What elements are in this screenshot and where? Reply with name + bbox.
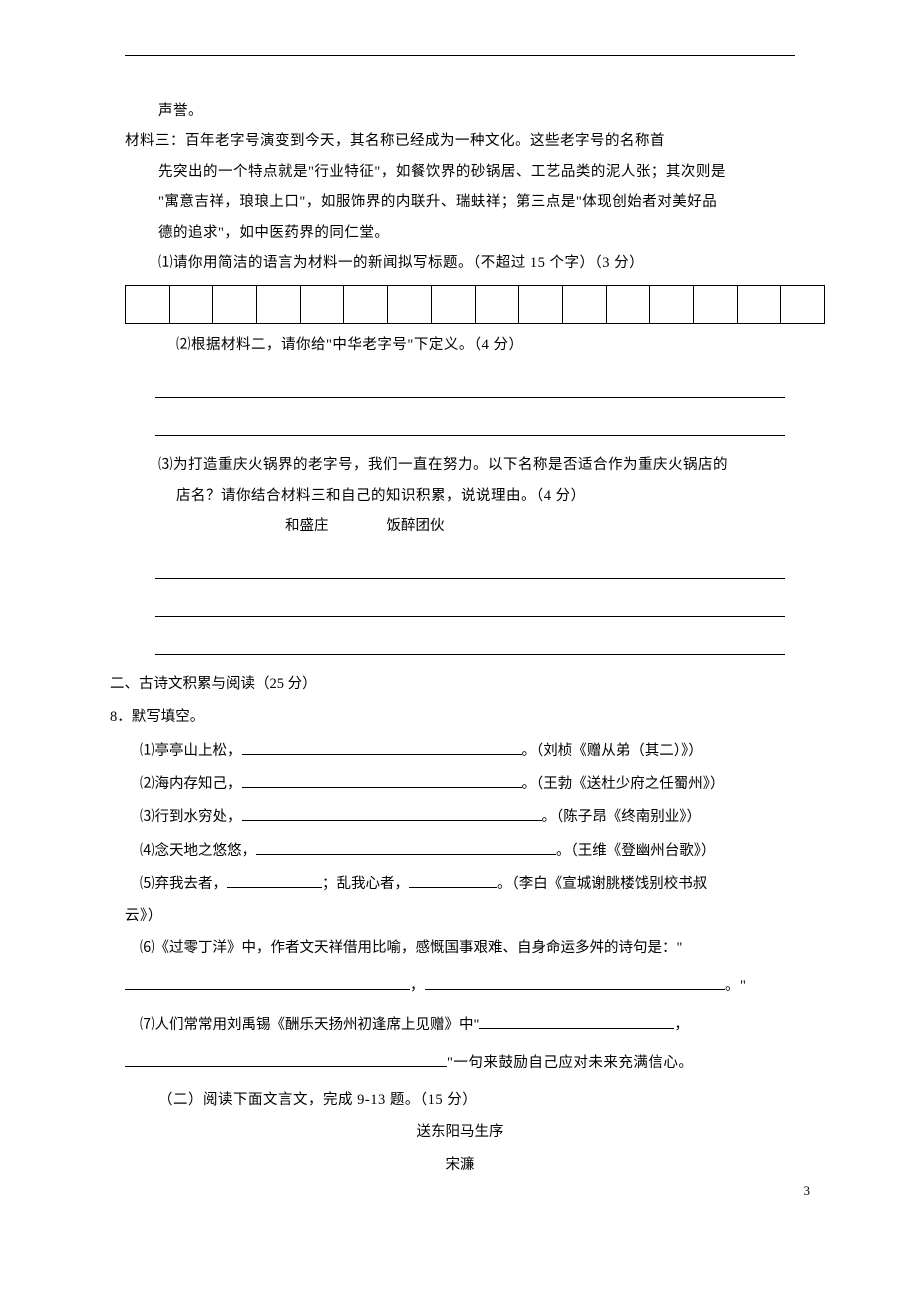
grid-cell[interactable] [781, 285, 825, 323]
poem-1: ⑴亭亭山上松， 。（刘桢《赠从弟（其二）》） [110, 735, 810, 768]
grid-row [126, 285, 825, 323]
grid-cell[interactable] [257, 285, 301, 323]
poem-3-after: 。（陈子昂《终南别业》） [542, 809, 702, 825]
poem-7-after: "一句来鼓励自己应对未来充满信心。 [447, 1055, 693, 1071]
answer-grid [125, 285, 825, 324]
grid-cell[interactable] [126, 285, 170, 323]
grid-cell[interactable] [737, 285, 781, 323]
grid-cell[interactable] [606, 285, 650, 323]
poem-1-blank[interactable] [242, 754, 522, 755]
page-number: 3 [804, 1183, 811, 1199]
poem-6-end: 。" [725, 978, 746, 994]
poem-3: ⑶行到水穷处， 。（陈子昂《终南别业》） [110, 801, 810, 834]
poem-5-end: 云》） [110, 901, 810, 931]
answer-line-q3-1[interactable] [155, 555, 785, 579]
question-3-line2: 店名？请你结合材料三和自己的知识积累，说说理由。（4 分） [110, 481, 810, 511]
poem-5-line1: ⑸弃我去者， ；乱我心者， 。（李白《宣城谢朓楼饯别校书叔 [110, 868, 810, 901]
poem-2-blank[interactable] [242, 787, 522, 788]
answer-line-q2-1[interactable] [155, 374, 785, 398]
grid-cell[interactable] [475, 285, 519, 323]
poem-1-after: 。（刘桢《赠从弟（其二）》） [522, 743, 703, 759]
poem-4-after: 。（王维《登幽州台歌》） [556, 843, 716, 859]
article-title: 送东阳马生序 [110, 1116, 810, 1149]
poem-5-before: ⑸弃我去者， [140, 876, 227, 892]
poem-5-blank1[interactable] [227, 887, 322, 888]
answer-line-q3-3[interactable] [155, 631, 785, 655]
question-1: ⑴请你用简洁的语言为材料一的新闻拟写标题。（不超过 15 个字）（3 分） [110, 248, 810, 278]
top-rule [125, 55, 795, 56]
poem-4-before: ⑷念天地之悠悠， [140, 843, 256, 859]
poem-2: ⑵海内存知己， 。（王勃《送杜少府之任蜀州》） [110, 768, 810, 801]
material3-line3: "寓意吉祥，琅琅上口"，如服饰界的内联升、瑞蚨祥；第三点是"体现创始者对美好品 [110, 187, 810, 217]
material3-line4: 德的追求"，如中医药界的同仁堂。 [110, 218, 810, 248]
material3-line2: 先突出的一个特点就是"行业特征"，如餐饮界的砂锅居、工艺品类的泥人张；其次则是 [110, 157, 810, 187]
grid-cell[interactable] [388, 285, 432, 323]
poem-5-blank2[interactable] [409, 887, 497, 888]
grid-cell[interactable] [650, 285, 694, 323]
question-3-line1: ⑶为打造重庆火锅界的老字号，我们一直在努力。以下名称是否适合作为重庆火锅店的 [110, 450, 810, 480]
question-8: 8．默写填空。 [110, 700, 810, 735]
poem-3-before: ⑶行到水穷处， [140, 809, 242, 825]
poem-7-line1: ⑺人们常常用刘禹锡《酬乐天扬州初逢席上见赠》中" ， [110, 1009, 810, 1042]
poem-6-line1: ⑹《过零丁洋》中，作者文天祥借用比喻，感慨国事艰难、自身命运多舛的诗句是：" [110, 932, 810, 965]
answer-line-q3-2[interactable] [155, 593, 785, 617]
poem-2-before: ⑵海内存知己， [140, 776, 242, 792]
grid-cell[interactable] [519, 285, 563, 323]
poem-4-blank[interactable] [256, 854, 556, 855]
grid-cell[interactable] [693, 285, 737, 323]
grid-cell[interactable] [562, 285, 606, 323]
poem-6-blank2[interactable] [425, 989, 725, 990]
section-2-header: 二、古诗文积累与阅读（25 分） [110, 669, 810, 699]
poem-3-blank[interactable] [242, 820, 542, 821]
poem-7-blank2[interactable] [125, 1066, 447, 1067]
poem-6-blank1[interactable] [125, 989, 410, 990]
grid-cell[interactable] [300, 285, 344, 323]
poem-5-mid: ；乱我心者， [322, 876, 409, 892]
question-2: ⑵根据材料二，请你给"中华老字号"下定义。（4 分） [110, 330, 810, 360]
grid-cell[interactable] [431, 285, 475, 323]
poem-4: ⑷念天地之悠悠， 。（王维《登幽州台歌》） [110, 835, 810, 868]
page-container: 声誉。 材料三：百年老字号演变到今天，其名称已经成为一种文化。这些老字号的名称首… [0, 55, 920, 1183]
poem-1-before: ⑴亭亭山上松， [140, 743, 242, 759]
grid-cell[interactable] [344, 285, 388, 323]
poem-7-before: ⑺人们常常用刘禹锡《酬乐天扬州初逢席上见赠》中" [140, 1017, 479, 1033]
poem-7-comma: ， [674, 1017, 689, 1033]
poem-7-blank1[interactable] [479, 1028, 674, 1029]
reputation-text: 声誉。 [110, 96, 810, 126]
grid-cell[interactable] [213, 285, 257, 323]
poem-6-line2: ， 。" [110, 965, 810, 1009]
poem-5-after: 。（李白《宣城谢朓楼饯别校书叔 [497, 876, 707, 892]
store-name-options: 和盛庄 饭醉团伙 [110, 511, 810, 541]
poem-7-line2: "一句来鼓励自己应对未来充满信心。 [110, 1042, 810, 1086]
poem-2-after: 。（王勃《送杜少府之任蜀州》） [522, 776, 725, 792]
poem-6-comma: ， [410, 978, 425, 994]
material3-intro: 材料三：百年老字号演变到今天，其名称已经成为一种文化。这些老字号的名称首 [110, 126, 810, 156]
article-author: 宋濂 [110, 1149, 810, 1182]
reading-intro: （二）阅读下面文言文，完成 9-13 题。（15 分） [110, 1085, 810, 1115]
answer-line-q2-2[interactable] [155, 412, 785, 436]
grid-cell[interactable] [169, 285, 213, 323]
